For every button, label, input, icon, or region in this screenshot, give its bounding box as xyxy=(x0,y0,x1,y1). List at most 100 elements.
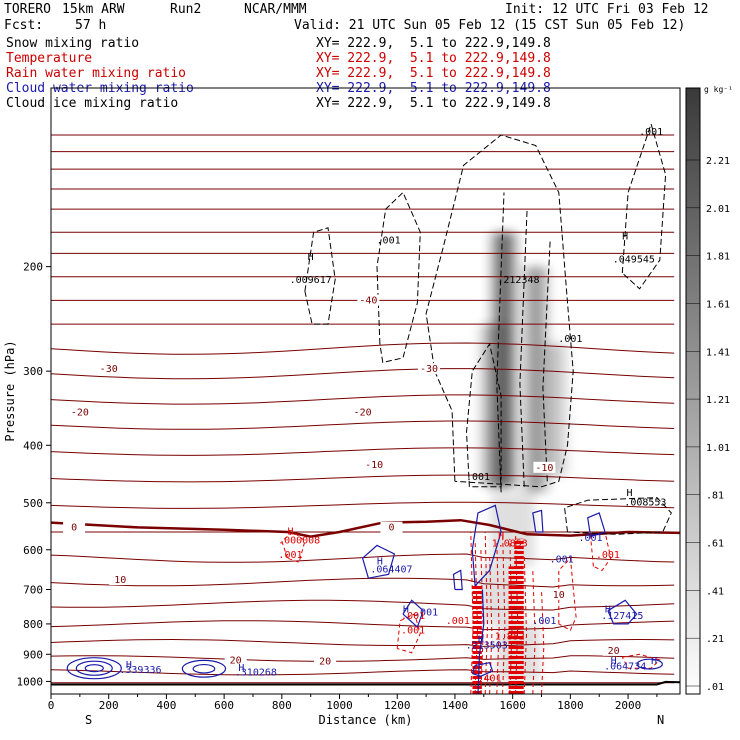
cloud-water-contour xyxy=(66,657,122,680)
cloud-water-contour xyxy=(84,664,104,673)
snow-contour xyxy=(542,239,551,482)
snow-contour xyxy=(304,227,336,325)
contour-annotation: .001 xyxy=(639,127,663,138)
contour-annotation: .001 xyxy=(532,616,556,627)
field-name: Temperature xyxy=(6,51,93,66)
field-cross-section-endpoints: XY= 222.9, 5.1 to 222.9,149.8 xyxy=(316,66,551,81)
colorbar xyxy=(685,87,701,695)
isotherm-line xyxy=(51,342,675,355)
cloud-water-contour xyxy=(471,662,494,677)
colorbar-unit: g kg⁻¹ xyxy=(704,85,733,94)
contour-annotation: .049545 xyxy=(613,255,655,266)
isotherm-line xyxy=(51,669,675,676)
contour-annotation: .001 xyxy=(596,550,620,561)
snow-contour xyxy=(496,192,505,493)
isotherm-label-bg xyxy=(97,363,120,375)
isotherm-label: 10 xyxy=(553,590,565,601)
snow-shading xyxy=(536,343,573,476)
cloud-water-contour xyxy=(587,512,606,538)
colorbar-label: 1.61 xyxy=(706,299,730,310)
plot-frame xyxy=(50,87,681,695)
contour-annotation: .310268 xyxy=(235,668,277,679)
contour-annotation: .001 xyxy=(558,334,582,345)
contour-annotation: H xyxy=(651,656,657,667)
contour-annotation: 1.852 xyxy=(495,632,525,643)
contour-annotation: H xyxy=(498,531,504,542)
x-tick-label: 1400 xyxy=(442,699,469,712)
isotherm-line xyxy=(51,368,675,380)
snow-contour xyxy=(621,122,667,290)
field-cross-section-endpoints: XY= 222.9, 5.1 to 222.9,149.8 xyxy=(316,51,551,66)
contour-annotation: H xyxy=(238,663,244,674)
field-name: Rain water mixing ratio xyxy=(6,66,187,81)
rain-contour xyxy=(532,570,536,694)
cloud-water-contour xyxy=(75,660,113,676)
isotherm-line xyxy=(51,501,675,509)
colorbar-label: .41 xyxy=(706,586,724,597)
rain-contour xyxy=(496,540,500,694)
isotherm-label: -20 xyxy=(71,408,89,419)
isotherm-label-bg xyxy=(224,654,247,666)
isotherm-label: 0 xyxy=(388,523,394,534)
contour-annotation: H xyxy=(403,604,409,615)
snow-shading xyxy=(474,324,511,487)
x-tick-label: 200 xyxy=(99,699,119,712)
x-end-label-south: S xyxy=(85,713,92,727)
freezing-level-line xyxy=(51,518,680,538)
y-tick-label: 600 xyxy=(23,544,43,557)
snow-contour xyxy=(519,209,528,487)
org-label: NCAR/MMM xyxy=(244,2,307,17)
isotherm-line xyxy=(51,420,675,430)
isotherm-line xyxy=(51,447,675,456)
rain-contour xyxy=(558,557,577,632)
rain-contour xyxy=(621,653,661,669)
cloud-water-contour xyxy=(361,544,396,579)
contour-annotation: .001 xyxy=(446,616,470,627)
contour-annotation: .339336 xyxy=(119,665,161,676)
ground-line xyxy=(51,680,680,686)
isotherm-line xyxy=(51,577,675,588)
contour-annotation: .001 xyxy=(579,533,603,544)
colorbar-label: .81 xyxy=(706,491,724,502)
isotherm-label-bg xyxy=(63,521,86,533)
colorbar-label: 1.81 xyxy=(706,252,730,263)
rain-contour xyxy=(541,589,545,694)
x-tick-label: 1200 xyxy=(384,699,411,712)
isotherm-label: 20 xyxy=(230,656,242,667)
cloud-water-contour xyxy=(636,658,663,670)
x-tick-label: 1000 xyxy=(326,699,353,712)
isotherm-label: 0 xyxy=(71,523,77,534)
y-axis-label: Pressure (hPa) xyxy=(3,340,17,441)
cloud-water-contour xyxy=(471,504,502,587)
valid-time: Valid: 21 UTC Sun 05 Feb 12 (15 CST Sun … xyxy=(294,18,686,33)
rain-contour xyxy=(489,553,493,694)
contour-annotation: .009617 xyxy=(290,275,332,286)
contour-annotation: .001 xyxy=(401,625,425,636)
isotherm-line xyxy=(51,655,675,662)
isotherm-label: -10 xyxy=(535,463,553,474)
isotherm-label-bg xyxy=(109,574,132,586)
isotherm-line xyxy=(51,394,675,405)
x-axis-label: Distance (km) xyxy=(319,713,413,727)
rain-contour xyxy=(502,531,506,694)
contour-annotation: H xyxy=(126,660,132,671)
cloud-water-contour xyxy=(532,509,544,533)
contour-annotation: H xyxy=(287,526,293,537)
isotherm-label: -10 xyxy=(365,460,383,471)
rain-contour xyxy=(484,531,489,694)
isotherm-label-bg xyxy=(351,406,374,418)
contour-annotation: .008553 xyxy=(624,497,666,508)
contour-annotation: H xyxy=(626,488,632,499)
y-tick-label: 500 xyxy=(23,497,43,510)
contour-annotation: H xyxy=(308,252,314,263)
contour-annotation: H xyxy=(377,556,383,567)
x-tick-label: 800 xyxy=(272,699,292,712)
colorbar-label: 2.01 xyxy=(706,204,730,215)
isotherm-label-bg xyxy=(533,461,556,473)
contour-annotation: .127415 xyxy=(601,611,643,622)
contour-annotation: .212348 xyxy=(497,275,539,286)
isotherm-line xyxy=(51,620,675,631)
model-name: TORERO xyxy=(4,2,51,17)
x-tick-label: 2000 xyxy=(615,699,642,712)
